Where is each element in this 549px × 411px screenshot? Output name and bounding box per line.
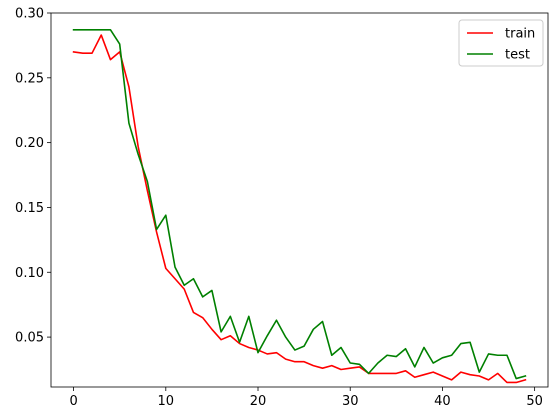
axes-frame: [50, 12, 549, 388]
x-axis: 0 10 20 30 40 50: [69, 387, 543, 409]
y-tick-label: 0.10: [15, 266, 44, 281]
x-tick-label: 0: [69, 394, 77, 409]
series-line-train: [72, 34, 527, 384]
x-tick-label: 40: [434, 394, 451, 409]
y-tick-label: 0.20: [15, 136, 44, 151]
series-line-test: [72, 29, 527, 380]
y-tick-label: 0.30: [15, 7, 44, 22]
plot-area: [50, 12, 549, 388]
x-tick-label: 30: [342, 394, 359, 409]
legend: train test: [458, 19, 544, 67]
series-layer: [72, 29, 527, 384]
y-axis: 0.05 0.10 0.15 0.20 0.25 0.30: [15, 7, 51, 346]
x-tick-label: 20: [250, 394, 267, 409]
y-tick-label: 0.25: [15, 71, 44, 86]
y-tick-label: 0.05: [15, 331, 44, 346]
legend-label-test: test: [505, 48, 530, 63]
legend-label-train: train: [505, 27, 535, 42]
y-tick-label: 0.15: [15, 201, 44, 216]
x-tick-label: 10: [158, 394, 175, 409]
x-tick-label: 50: [526, 394, 543, 409]
